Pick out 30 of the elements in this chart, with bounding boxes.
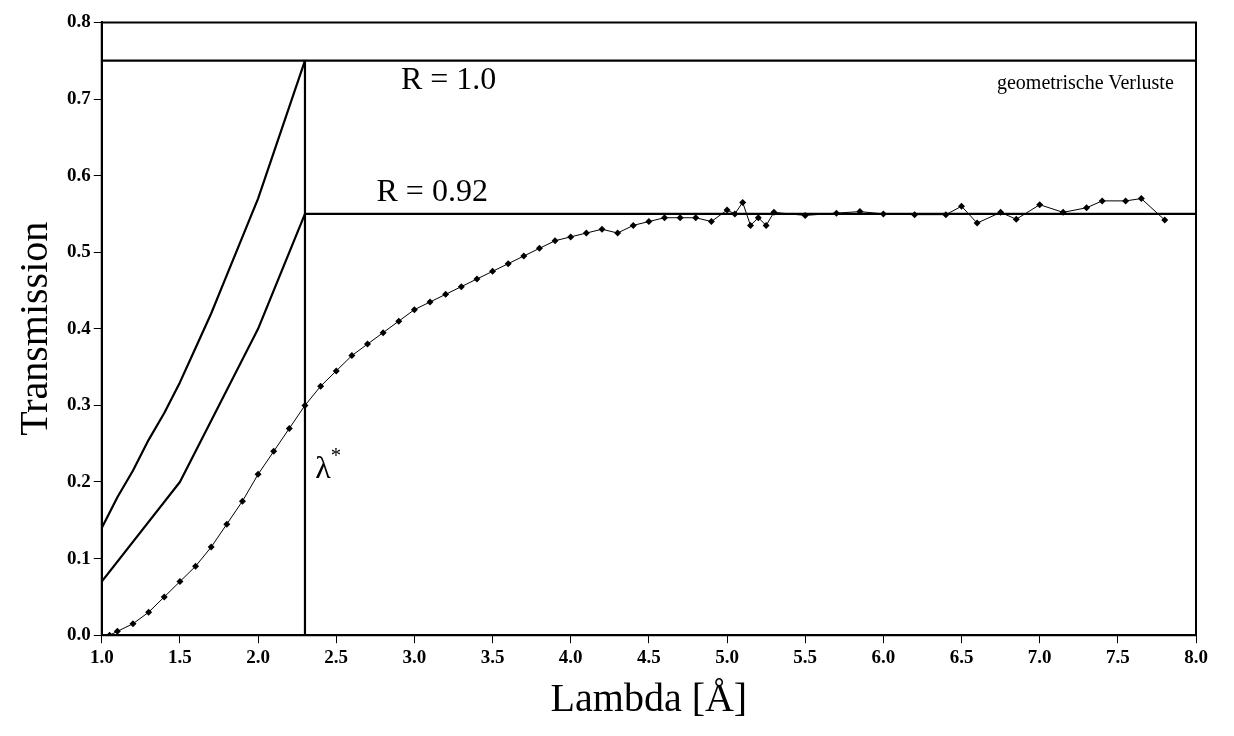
y-tick-label: 0.3 [67,393,91,415]
x-tick-label: 8.0 [1184,645,1208,667]
x-axis-title: Lambda [Å] [550,674,748,720]
annotation: R = 1.0 [400,60,497,97]
x-tick-label: 2.0 [246,645,270,667]
x-tick-label: 1.0 [89,645,114,667]
x-tick-label: 6.5 [949,645,974,667]
x-tick-label: 7.0 [1027,645,1052,667]
annotation: R = 0.92 [376,172,488,209]
y-tick-label: 0.6 [67,163,91,185]
x-tick-label: 5.0 [715,645,739,667]
y-tick-label: 0.1 [67,546,91,568]
x-tick-label: 6.0 [871,645,896,667]
annotation: λ* [315,442,342,485]
x-tick-label: 7.5 [1105,645,1130,667]
y-tick-label: 0.7 [67,86,92,108]
x-tick-label: 4.0 [558,645,583,667]
annotation: geometrische Verluste [996,70,1174,94]
x-tick-label: 3.5 [480,645,505,667]
y-axis-title: Transmission [10,221,56,436]
y-tick-label: 0.5 [67,240,91,262]
x-tick-label: 5.5 [793,645,818,667]
y-tick-label: 0.4 [67,316,92,338]
y-tick-label: 0.0 [67,623,91,645]
x-tick-label: 2.5 [324,645,349,667]
x-tick-label: 3.0 [402,645,427,667]
y-tick-label: 0.2 [67,469,91,491]
x-tick-label: 4.5 [637,645,661,667]
y-tick-label: 0.8 [67,10,91,32]
x-tick-label: 1.5 [168,645,192,667]
